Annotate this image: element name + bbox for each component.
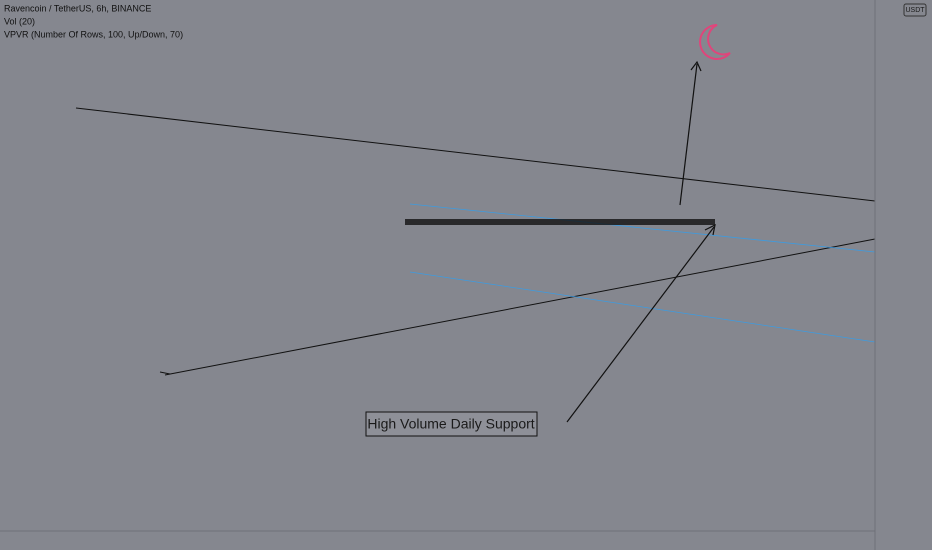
moon-icon xyxy=(699,24,731,60)
indicator-label: Vol (20) xyxy=(4,16,35,26)
arrow-head xyxy=(690,60,702,72)
indicator-label: VPVR (Number Of Rows, 100, Up/Down, 70) xyxy=(4,29,183,39)
arrow xyxy=(566,226,715,423)
annotation-box xyxy=(365,411,538,437)
drawings xyxy=(75,24,876,437)
level-band xyxy=(405,219,715,225)
channel-line xyxy=(409,271,876,343)
channel-line xyxy=(409,203,876,253)
currency-box xyxy=(903,3,927,17)
arrow xyxy=(679,63,698,206)
resistance-trendline xyxy=(75,107,876,202)
trendline-stub xyxy=(159,371,171,375)
support-trendline xyxy=(164,238,876,376)
symbol-title: Ravencoin / TetherUS, 6h, BINANCE xyxy=(4,3,151,13)
arrow-head xyxy=(704,223,716,236)
currency: USDT xyxy=(905,7,925,14)
price-axis xyxy=(875,0,932,550)
annotation-text: High Volume Daily Support xyxy=(367,416,534,432)
